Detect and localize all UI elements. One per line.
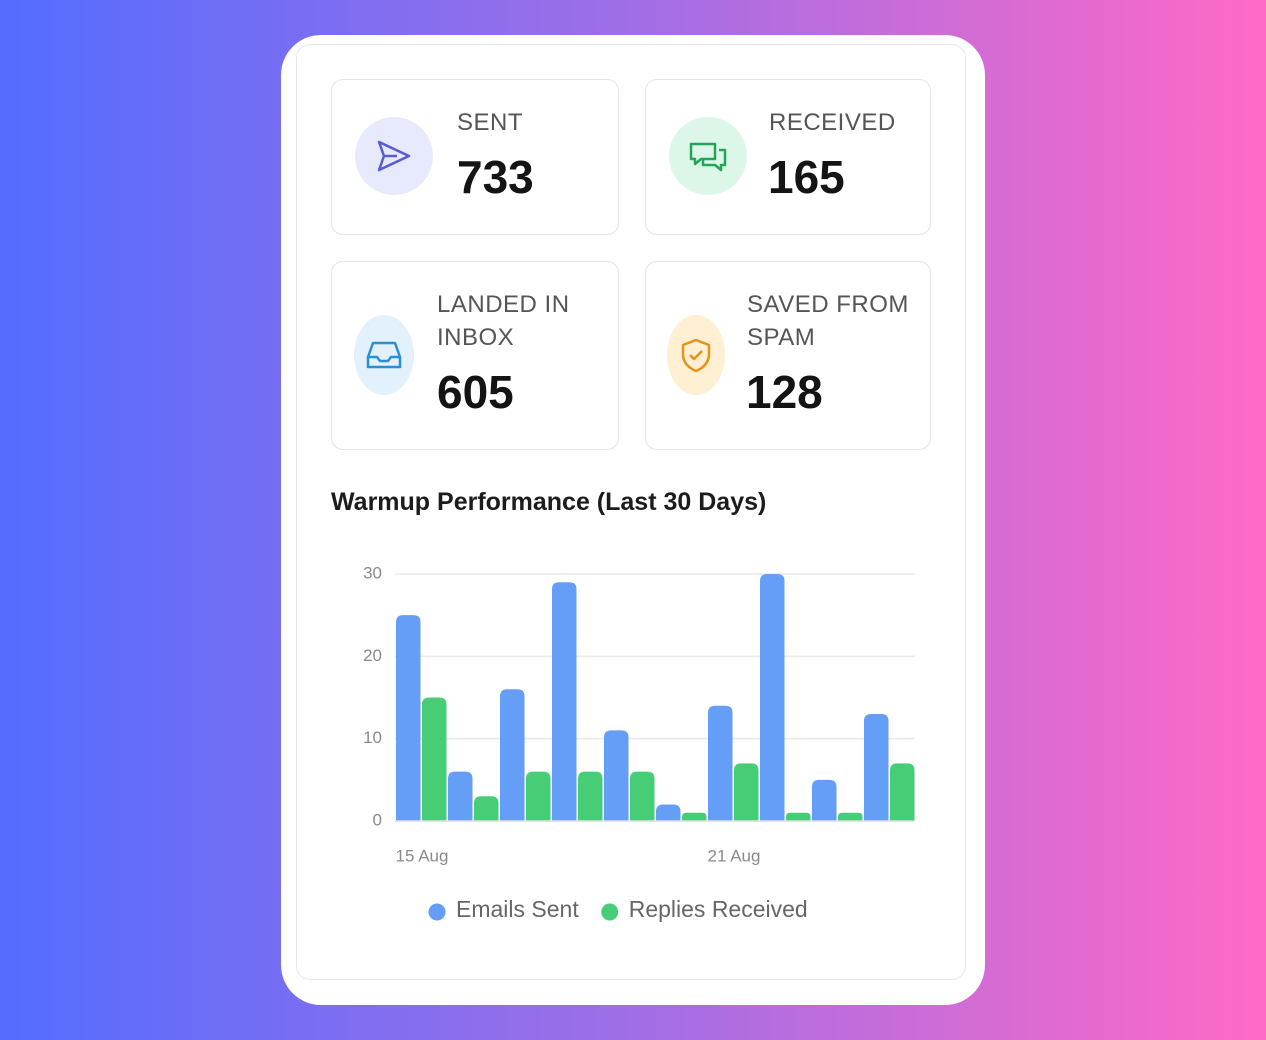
y-tick-label: 30 — [363, 563, 382, 582]
stat-card — [331, 261, 619, 450]
chart-title: Warmup Performance (Last 30 Days) — [331, 488, 767, 516]
inbox-icon — [354, 315, 414, 395]
bar — [526, 771, 551, 821]
legend-label: Emails Sent — [456, 896, 579, 922]
x-tick-label: 21 Aug — [708, 846, 761, 865]
stat-value: 733 — [457, 151, 534, 203]
legend-marker — [428, 903, 446, 921]
shield-icon — [667, 315, 725, 395]
legend-marker — [601, 903, 619, 921]
bar — [682, 812, 707, 821]
bar — [890, 763, 915, 821]
stat-label: LANDED IN INBOX — [437, 291, 570, 351]
bar — [604, 730, 629, 821]
bar — [864, 713, 889, 821]
stat-value: 605 — [437, 366, 514, 418]
y-tick-label: 20 — [363, 646, 382, 665]
bar — [656, 804, 681, 821]
bar — [708, 705, 733, 821]
stat-value: 165 — [768, 151, 845, 203]
bar — [812, 779, 837, 821]
x-tick-label: 15 Aug — [396, 846, 449, 865]
stat-value: 128 — [746, 366, 823, 418]
received-icon — [669, 117, 747, 195]
bar — [474, 796, 499, 821]
y-tick-label: 0 — [373, 810, 382, 829]
bar — [500, 689, 525, 821]
bar — [396, 615, 421, 821]
bar — [734, 763, 759, 821]
bar — [630, 771, 655, 821]
bar — [838, 812, 863, 821]
bar — [578, 771, 603, 821]
stat-label: SENT — [457, 109, 524, 136]
bar — [760, 574, 785, 821]
y-tick-label: 10 — [363, 728, 382, 747]
bar — [552, 582, 577, 821]
stat-label: RECEIVED — [769, 109, 896, 136]
bar — [786, 812, 811, 821]
bar — [422, 697, 447, 821]
sent-icon — [355, 117, 433, 195]
legend-label: Replies Received — [629, 896, 808, 922]
bar — [448, 771, 473, 821]
stat-label: SAVED FROM SPAM — [747, 291, 909, 351]
